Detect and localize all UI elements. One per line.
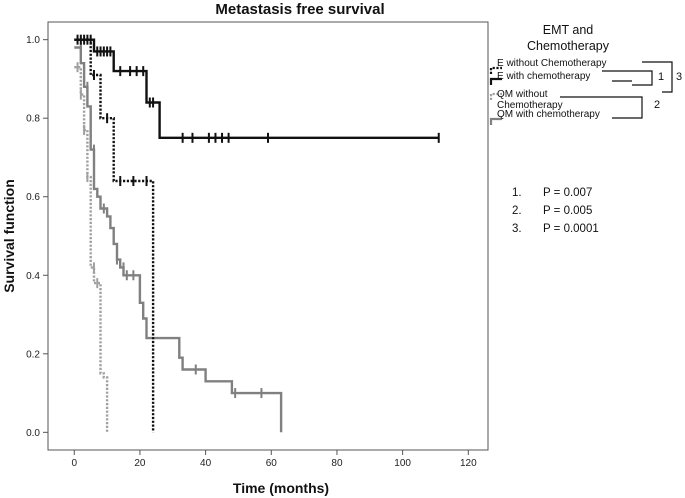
plot-border <box>47 21 489 451</box>
p-value-text: P = 0.0001 <box>543 223 599 235</box>
bracket-3 <box>642 61 673 93</box>
series-layer <box>74 34 440 433</box>
x-tick-label: 120 <box>460 458 477 469</box>
bracket-2 <box>560 96 643 119</box>
bracket-label-2: 2 <box>654 99 660 111</box>
x-tick-label: 60 <box>266 458 278 469</box>
x-tick-label: 80 <box>331 458 343 469</box>
y-axis-label: Survival function <box>1 179 17 293</box>
y-tick-label: 0.6 <box>26 192 40 203</box>
p-value-text: P = 0.005 <box>543 205 592 217</box>
p-value-list: 1. P = 0.007 2. P = 0.005 3. P = 0.0001 <box>512 187 599 235</box>
x-tick-label: 0 <box>71 458 77 469</box>
legend-item-e-with-chemotherapy: E with chemotherapy <box>489 71 590 85</box>
legend-label: E with chemotherapy <box>497 71 590 82</box>
legend: EMT and Chemotherapy E without Chemotherap… <box>489 23 682 125</box>
y-tick-label: 0.0 <box>26 428 40 439</box>
axis-layer: 0 20 40 60 80 100 120 0.0 0.2 0.4 0.6 0.8 1.0 <box>26 35 477 469</box>
legend-item-e-without-chemotherapy: E without Chemotherapy <box>489 58 607 74</box>
legend-swatch <box>489 117 502 125</box>
series-line-qm-without-chemotherapy <box>74 65 109 433</box>
p-value-index: 1. <box>512 187 522 199</box>
series-line-qm-with-chemotherapy <box>74 46 283 433</box>
p-value-index: 3. <box>512 223 522 235</box>
y-tick-label: 0.8 <box>26 114 40 125</box>
legend-label: E without Chemotherapy <box>497 58 607 69</box>
comparison-brackets: 1 3 2 <box>560 61 682 119</box>
y-tick-label: 0.2 <box>26 349 40 360</box>
legend-label: QM with chemotherapy <box>497 109 600 120</box>
legend-item-qm-with-chemotherapy: QM with chemotherapy <box>489 109 600 125</box>
legend-swatch <box>489 92 502 100</box>
legend-title: Chemotherapy <box>527 39 610 53</box>
series-line-e-with-chemotherapy <box>74 38 439 140</box>
legend-title: EMT and <box>543 23 594 37</box>
series-line-e-without-chemotherapy <box>74 38 155 433</box>
x-tick-label: 100 <box>394 458 411 469</box>
chart-title: Metastasis free survival <box>215 1 384 18</box>
bracket-1 <box>602 70 653 86</box>
legend-label: Chemotherapy <box>497 100 563 111</box>
x-tick-label: 20 <box>134 458 146 469</box>
plot-frame <box>47 21 489 451</box>
legend-swatch <box>489 77 502 85</box>
legend-label: QM without <box>497 89 548 100</box>
y-tick-label: 0.4 <box>26 271 40 282</box>
bracket-label-1: 1 <box>658 71 664 83</box>
bracket-label-3: 3 <box>676 71 682 83</box>
x-axis-label: Time (months) <box>233 480 329 496</box>
p-value-text: P = 0.007 <box>543 187 592 199</box>
y-tick-label: 1.0 <box>26 35 40 46</box>
x-tick-label: 40 <box>200 458 212 469</box>
p-value-index: 2. <box>512 205 522 217</box>
legend-swatch <box>489 66 502 74</box>
